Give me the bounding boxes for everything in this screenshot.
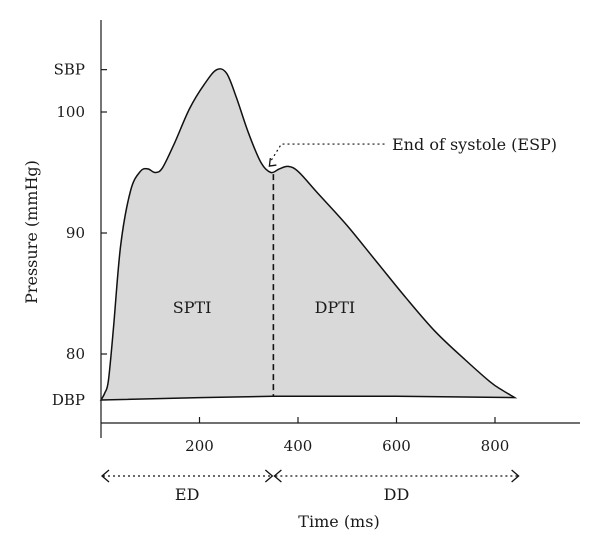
esp-annotation: End of systole (ESP) [268, 135, 557, 167]
annotation-label: End of systole (ESP) [392, 135, 557, 154]
x-tick-label: 600 [382, 437, 411, 455]
x-ticks: 200 400 600 800 [185, 417, 509, 455]
span-arrow-right [511, 469, 520, 483]
axes [100, 20, 580, 438]
region-label: DPTI [315, 298, 356, 317]
annotation-leader-line [270, 143, 386, 161]
x-axis-title: Time (ms) [298, 512, 379, 531]
region-label: SPTI [173, 298, 212, 317]
y-ticks: SBP 100 90 80 DBP [52, 61, 107, 409]
y-tick-label: SBP [54, 61, 85, 79]
region-labels: SPTI DPTI [173, 298, 355, 317]
span-arrow-left [273, 469, 282, 483]
annotation-arrowhead [268, 157, 277, 167]
y-tick-label: 90 [66, 224, 85, 242]
y-axis-title: Pressure (mmHg) [22, 160, 41, 304]
span-label: ED [175, 485, 200, 504]
pressure-waveform-area [99, 68, 518, 401]
span-arrow-right [264, 469, 274, 483]
span-arrow-left [101, 469, 110, 483]
x-tick-label: 800 [481, 437, 510, 455]
span-label: DD [384, 485, 410, 504]
y-tick-label: 80 [66, 345, 85, 363]
duration-spans: ED DD [101, 469, 520, 504]
y-tick-label: 100 [56, 103, 85, 121]
x-tick-label: 200 [185, 437, 214, 455]
y-tick-label: DBP [52, 391, 85, 409]
x-tick-label: 400 [284, 437, 313, 455]
